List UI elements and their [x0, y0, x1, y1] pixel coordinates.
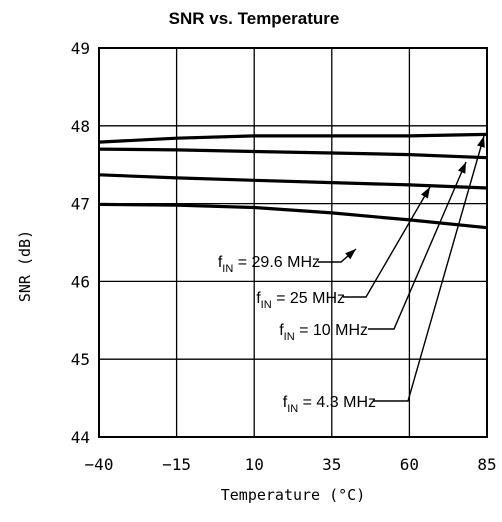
series-line	[98, 202, 488, 230]
y-tick-label: 45	[71, 350, 90, 369]
y-tick-label: 46	[71, 272, 90, 291]
series-leader-line	[343, 186, 431, 298]
x-tick-label: 35	[322, 455, 341, 474]
grid	[98, 47, 488, 438]
x-tick-label: 10	[245, 455, 264, 474]
series-leader-line	[373, 135, 485, 402]
y-tick-label: 49	[71, 39, 90, 58]
series-line	[98, 173, 488, 190]
x-tick-label: 85	[477, 455, 496, 474]
y-tick-label: 47	[71, 195, 90, 214]
series-label: fIN = 4.3 MHz	[283, 394, 376, 415]
series-lines	[98, 132, 488, 230]
series-label: fIN = 25 MHz	[256, 290, 345, 311]
series-line	[98, 147, 488, 160]
x-tick-label: 60	[400, 455, 419, 474]
y-tick-label: 48	[71, 117, 90, 136]
series-annotations: fIN = 4.3 MHz fIN = 10 MHz fIN = 25 MHz fIN…	[218, 135, 485, 415]
series-label: fIN = 29.6 MHz	[218, 254, 320, 275]
series-arrowhead	[458, 162, 466, 174]
x-tick-label: −40	[85, 455, 114, 474]
chart-title: SNR vs. Temperature	[169, 9, 340, 28]
series-leader-line	[368, 161, 467, 330]
series-label: fIN = 10 MHz	[279, 322, 368, 343]
x-tick-labels: −40 −15 10 35 60 85	[85, 455, 497, 474]
series-line	[98, 132, 488, 144]
y-tick-label: 44	[71, 428, 90, 447]
x-axis-label: Temperature (°C)	[221, 486, 366, 504]
x-tick-label: −15	[162, 455, 191, 474]
series-arrowhead	[421, 187, 430, 199]
plot-frame	[98, 47, 488, 438]
series-arrowhead	[345, 249, 356, 260]
y-tick-labels: 44 45 46 47 48 49	[71, 39, 90, 447]
y-axis-label: SNR (dB)	[16, 230, 34, 302]
series-arrowhead	[477, 136, 485, 148]
